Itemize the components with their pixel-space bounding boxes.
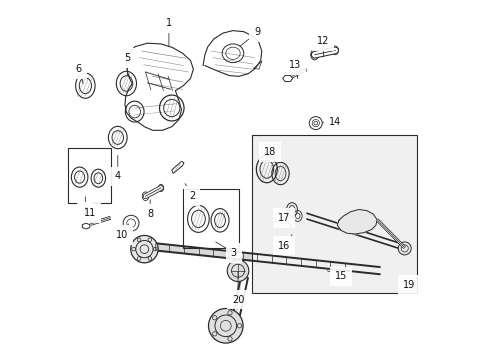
Text: 13: 13	[288, 60, 301, 78]
Bar	[68, 148, 111, 203]
Text: 10: 10	[116, 224, 128, 240]
Text: 4: 4	[115, 156, 121, 181]
Polygon shape	[82, 223, 90, 229]
Circle shape	[130, 235, 158, 263]
Text: 8: 8	[147, 200, 153, 219]
Text: 3: 3	[215, 242, 236, 258]
Text: 6: 6	[76, 64, 83, 84]
Circle shape	[227, 260, 248, 282]
Text: 7: 7	[82, 197, 88, 217]
Text: 11: 11	[83, 208, 96, 223]
Text: 17: 17	[277, 213, 291, 228]
Text: 18: 18	[263, 147, 275, 163]
Text: 20: 20	[231, 272, 244, 305]
Circle shape	[397, 242, 410, 255]
Text: 1: 1	[165, 18, 172, 47]
Text: 12: 12	[316, 36, 328, 57]
Polygon shape	[282, 75, 292, 82]
Text: 16: 16	[277, 235, 291, 251]
Bar	[183, 189, 239, 248]
Polygon shape	[337, 210, 376, 234]
Text: 5: 5	[124, 53, 130, 76]
Text: 19: 19	[402, 280, 415, 290]
Text: 2: 2	[185, 184, 195, 201]
Text: 9: 9	[240, 27, 260, 46]
Bar	[251, 135, 416, 293]
Circle shape	[208, 309, 243, 343]
Text: 15: 15	[326, 271, 346, 282]
Text: 14: 14	[322, 117, 341, 127]
